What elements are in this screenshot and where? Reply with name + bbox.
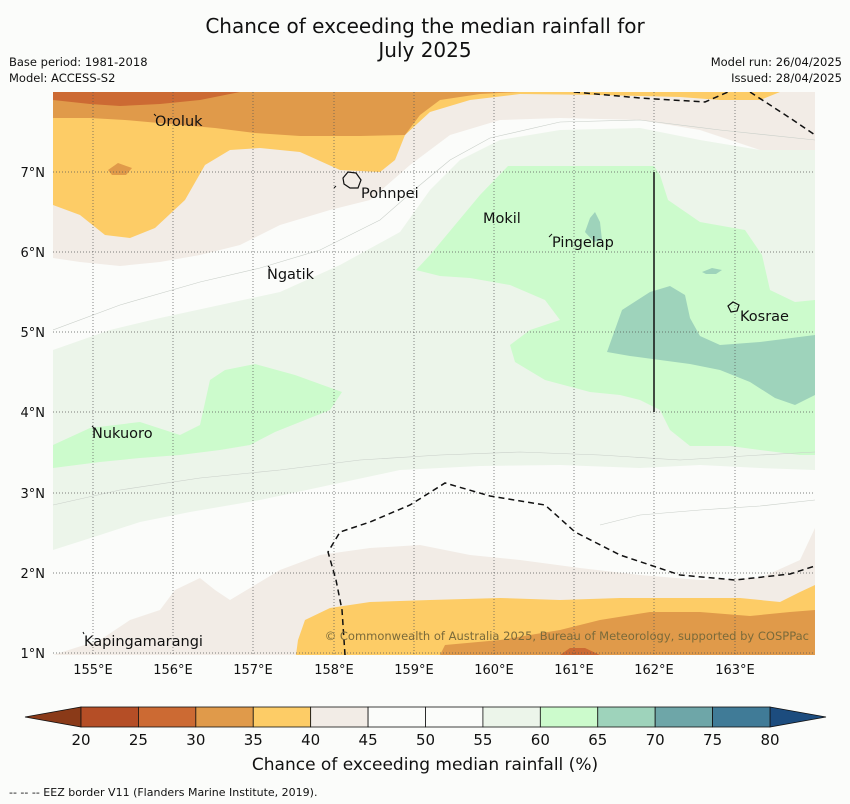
title-line-1: Chance of exceeding the median rainfall … [205, 14, 645, 38]
lon-label: 162°E [634, 663, 674, 678]
kosrae-island [727, 301, 740, 313]
lon-label: 160°E [474, 663, 514, 678]
model-text: Model: ACCESS-S2 [9, 71, 116, 85]
colorbar-under-triangle [24, 706, 82, 728]
colorbar-segment [539, 706, 599, 728]
lon-label: 159°E [394, 663, 434, 678]
colorbar-segment [138, 706, 197, 728]
colorbar-tick: 70 [646, 731, 665, 749]
colorbar-segment [712, 706, 771, 728]
place-label-nukuoro: Nukuoro [92, 426, 153, 442]
small-island-marks [82, 113, 553, 635]
lat-label: 6°N [21, 246, 46, 261]
title-line-2: July 2025 [378, 38, 472, 62]
contour-25-top [53, 92, 240, 106]
colorbar-segment [425, 706, 484, 728]
colorbar-tick: 20 [71, 731, 90, 749]
lon-label: 161°E [554, 663, 594, 678]
contour-65-kosrae [607, 286, 815, 405]
colorbar-segment [367, 706, 426, 728]
place-label-pingelap: Pingelap [552, 235, 614, 251]
place-label-pohnpei: Pohnpei [361, 186, 419, 202]
meta-left: Base period: 1981-2018 Model: ACCESS-S2 [9, 54, 148, 86]
pohnpei-island [342, 171, 362, 189]
model-run-text: Model run: 26/04/2025 [710, 55, 842, 69]
lat-axis-labels: 7°N 6°N 5°N 4°N 3°N 2°N 1°N [21, 166, 46, 662]
place-label-mokil: Mokil [483, 211, 521, 227]
colorbar-tick: 25 [129, 731, 148, 749]
colorbar-tick: 35 [244, 731, 263, 749]
colorbar-segment [597, 706, 656, 728]
colorbar-tick: 55 [473, 731, 492, 749]
lat-label: 7°N [21, 166, 46, 181]
place-label-kosrae: Kosrae [740, 309, 789, 325]
lat-label: 1°N [21, 647, 46, 662]
place-label-kapingamarangi: Kapingamarangi [84, 634, 203, 650]
colorbar-segment [252, 706, 312, 728]
colorbar-over-triangle [769, 706, 827, 728]
colorbar-tick: 40 [301, 731, 320, 749]
colorbar-segment [195, 706, 254, 728]
contour-65-pingelap [585, 212, 602, 242]
colorbar: 20 25 30 35 40 45 50 55 60 65 70 75 80 [24, 706, 827, 749]
contour-60-east [416, 166, 815, 455]
contour-30-bottom [440, 610, 815, 655]
lat-label: 3°N [21, 487, 46, 502]
lon-axis-labels: 155°E 156°E 157°E 158°E 159°E 160°E 161°… [73, 663, 755, 678]
base-period-text: Base period: 1981-2018 [9, 55, 148, 69]
place-labels: Oroluk Pohnpei Mokil Pingelap Ngatik Kos… [84, 114, 789, 650]
eez-border [327, 92, 815, 655]
lat-label: 2°N [21, 567, 46, 582]
lon-label: 155°E [73, 663, 113, 678]
colorbar-tick: 80 [760, 731, 779, 749]
colorbar-segment [482, 706, 541, 728]
colorbar-segment [80, 706, 139, 728]
lon-label: 163°E [715, 663, 755, 678]
issued-text: Issued: 28/04/2025 [731, 71, 842, 85]
lat-label: 4°N [21, 406, 46, 421]
lon-label: 158°E [314, 663, 354, 678]
place-label-oroluk: Oroluk [155, 114, 203, 130]
colorbar-tick: 45 [359, 731, 378, 749]
map-contours: Oroluk Pohnpei Mokil Pingelap Ngatik Kos… [53, 92, 815, 655]
contour-65-small [702, 268, 722, 274]
lat-label: 5°N [21, 326, 46, 341]
copyright-text: © Commonwealth of Australia 2025, Bureau… [325, 629, 809, 643]
colorbar-tick: 60 [531, 731, 550, 749]
place-label-ngatik: Ngatik [267, 267, 315, 283]
colorbar-tick: 30 [186, 731, 205, 749]
colorbar-segment [654, 706, 713, 728]
colorbar-segment [310, 706, 369, 728]
meta-right: Model run: 26/04/2025 Issued: 28/04/2025 [711, 54, 842, 86]
chart-title: Chance of exceeding the median rainfall … [0, 14, 850, 62]
colorbar-tick: 65 [588, 731, 607, 749]
colorbar-tick: 50 [416, 731, 435, 749]
footer-note: -- -- -- EEZ border V11 (Flanders Marine… [9, 786, 318, 799]
contour-60-west [53, 364, 342, 468]
lon-label: 157°E [233, 663, 273, 678]
colorbar-tick: 75 [703, 731, 722, 749]
lon-label: 156°E [153, 663, 193, 678]
colorbar-label: Chance of exceeding median rainfall (%) [251, 755, 599, 775]
